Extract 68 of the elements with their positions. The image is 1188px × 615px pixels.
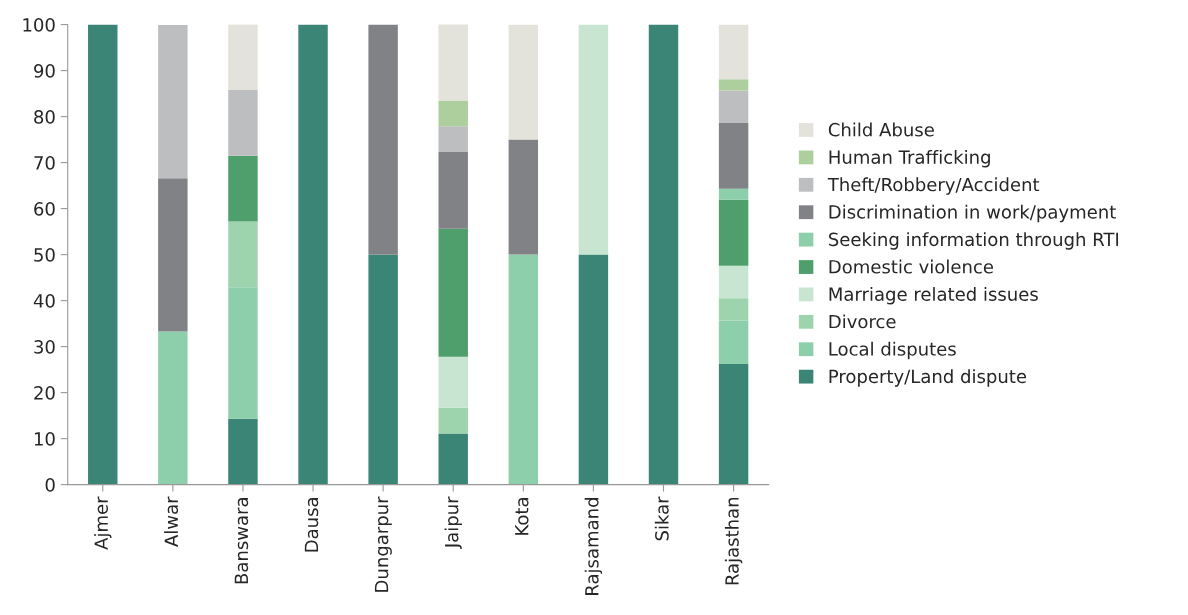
- legend-label: Property/Land dispute: [829, 369, 1027, 387]
- bar: [228, 89, 258, 156]
- bar: [718, 364, 749, 485]
- y-tick-label: 0: [45, 478, 55, 492]
- y-tick-label: 30: [34, 340, 55, 354]
- legend-label: Child Abuse: [828, 122, 934, 137]
- bar: [88, 24, 118, 485]
- bar: [718, 199, 749, 266]
- bar: [438, 433, 468, 485]
- legend-label: Seeking information through RTI: [828, 232, 1119, 250]
- bar: [578, 254, 609, 485]
- bar: [718, 298, 749, 321]
- bar: [508, 139, 539, 255]
- bar: [648, 24, 679, 485]
- legend-label: Theft/Robbery/Accident: [827, 177, 1040, 195]
- bar: [438, 100, 468, 127]
- bar: [228, 221, 258, 288]
- y-tick-label: 60: [34, 202, 55, 216]
- x-tick-label: Kota: [515, 498, 529, 535]
- bar: [718, 188, 749, 200]
- bar: [508, 24, 539, 140]
- x-tick-label: Ajmer: [94, 496, 112, 550]
- x-tick-label: Banswara: [234, 498, 249, 584]
- bar: [298, 24, 328, 485]
- x-tick-label: Dausa: [304, 498, 319, 552]
- bar: [228, 155, 258, 222]
- x-tick-label: Rajasthan: [724, 497, 743, 585]
- legend-label: Marriage related issues: [829, 286, 1038, 305]
- y-tick-label: 90: [34, 64, 55, 78]
- x-tick-label: Jaipur: [444, 496, 462, 550]
- bar: [228, 418, 258, 485]
- legend-label: Human Trafficking: [829, 149, 990, 168]
- bar: [718, 90, 749, 124]
- y-tick-label: 50: [34, 248, 55, 262]
- bar: [228, 287, 258, 419]
- legend-label: Discrimination in work/payment: [829, 204, 1116, 223]
- bar: [718, 24, 749, 80]
- y-tick-label: 100: [23, 18, 55, 32]
- bar: [508, 254, 539, 485]
- legend-label: Domestic violence: [829, 259, 993, 274]
- legend-label: Local disputes: [829, 341, 956, 360]
- bar: [438, 228, 468, 357]
- bar: [438, 356, 468, 408]
- bar: [718, 320, 749, 365]
- y-tick-label: 10: [34, 432, 55, 446]
- y-tick-label: 40: [33, 294, 55, 308]
- bar: [158, 178, 188, 332]
- bar: [158, 25, 188, 179]
- bar: [718, 79, 749, 91]
- bar: [438, 24, 468, 101]
- bar: [718, 265, 749, 299]
- x-tick-label: Rajsamand: [584, 498, 603, 595]
- bar: [438, 407, 468, 434]
- x-tick-label: Alwar: [164, 496, 179, 547]
- bar: [368, 254, 398, 485]
- y-tick-label: 70: [34, 156, 55, 170]
- bar: [438, 126, 468, 153]
- bar: [718, 123, 749, 189]
- bar: [578, 24, 609, 255]
- bar: [228, 24, 258, 90]
- bar: [368, 24, 398, 255]
- bar: [158, 331, 188, 485]
- y-tick-label: 80: [34, 110, 55, 124]
- x-tick-label: Dungarpur: [374, 496, 392, 592]
- bar: [438, 152, 468, 229]
- y-tick-label: 20: [34, 386, 55, 400]
- legend-label: Divorce: [829, 314, 896, 329]
- x-tick-label: Sikar: [654, 496, 669, 541]
